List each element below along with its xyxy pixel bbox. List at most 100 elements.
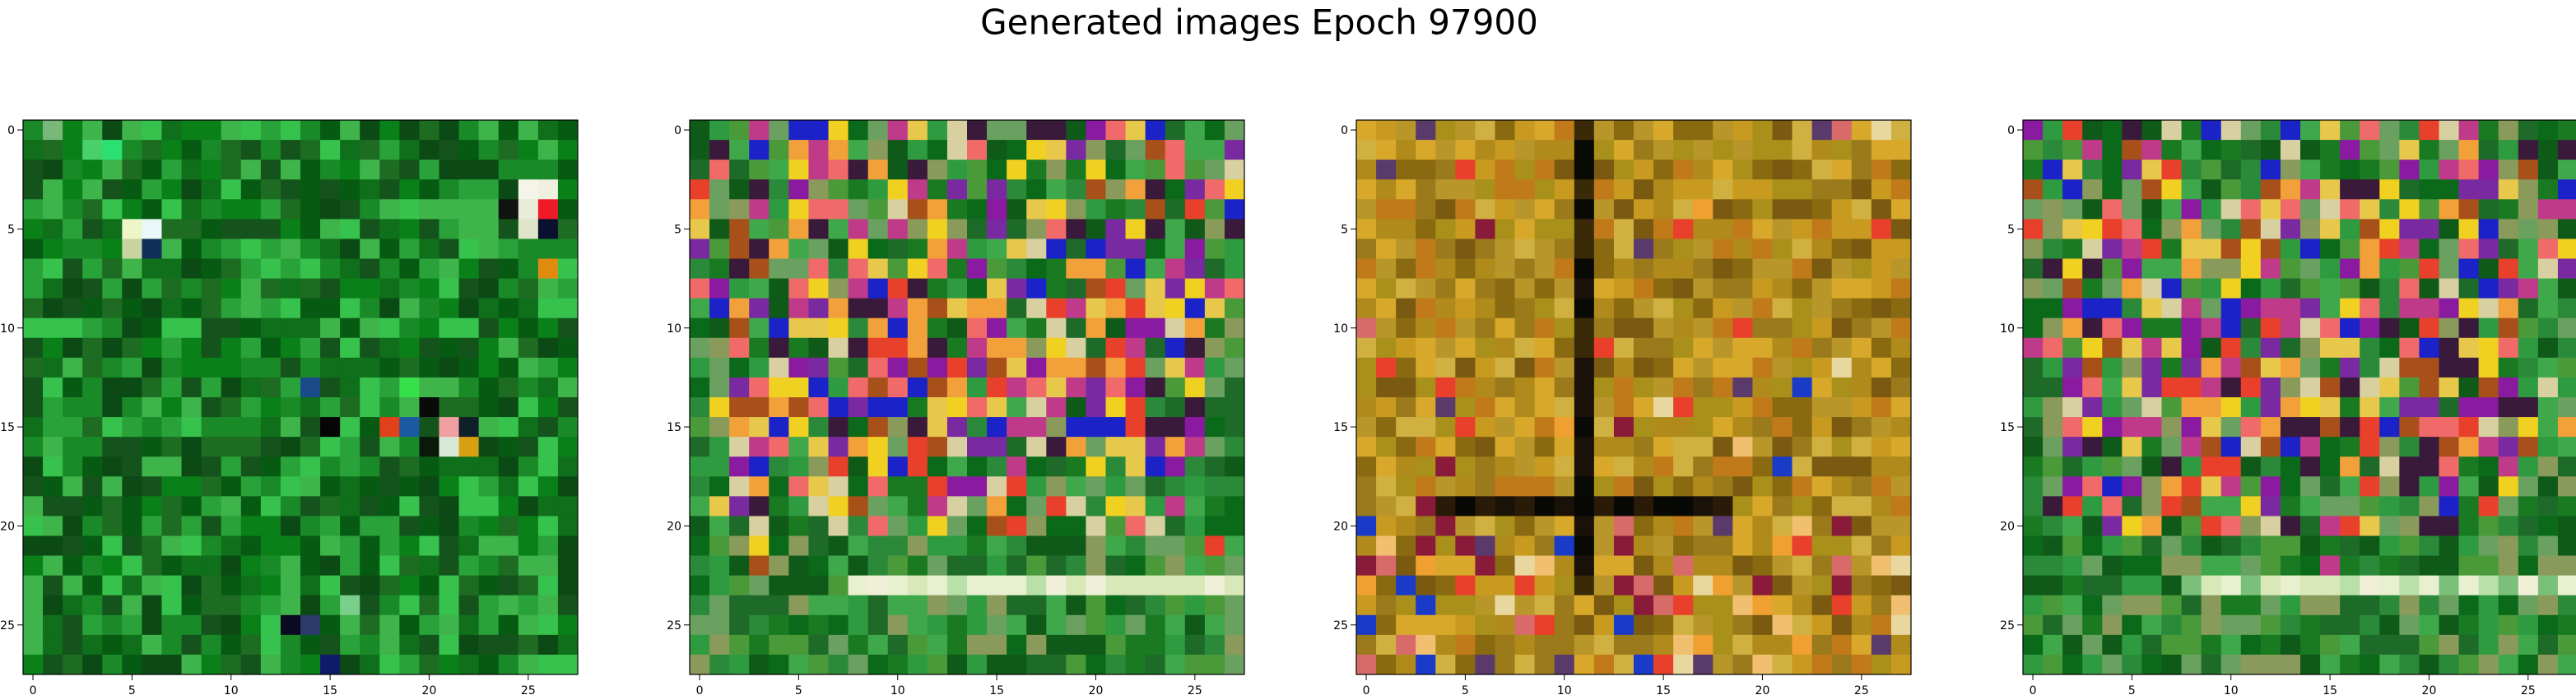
pixel-cell — [280, 595, 301, 616]
pixel-cell — [749, 496, 770, 517]
pixel-cell — [2181, 437, 2202, 457]
pixel-cell — [1534, 437, 1555, 457]
pixel-cell — [1435, 535, 1456, 556]
pixel-cell — [2300, 317, 2321, 339]
x-tick-label: 5 — [1462, 684, 1469, 695]
pixel-cell — [2062, 140, 2083, 160]
pixel-cell — [161, 179, 182, 200]
pixel-cell — [201, 140, 222, 160]
pixel-cell — [1165, 199, 1186, 220]
pixel-cell — [2300, 634, 2321, 656]
pixel-cell — [2340, 179, 2360, 200]
pixel-cell — [2122, 199, 2142, 220]
pixel-cell — [240, 437, 262, 457]
pixel-cell — [1851, 179, 1872, 200]
pixel-cell — [749, 555, 770, 577]
pixel-cell — [2300, 179, 2321, 200]
pixel-cell — [749, 258, 770, 279]
pixel-cell — [1455, 535, 1476, 556]
pixel-cell — [769, 595, 789, 616]
pixel-cell — [63, 317, 83, 339]
pixel-cell — [1435, 278, 1456, 299]
pixel-cell — [399, 239, 420, 259]
pixel-cell — [537, 357, 559, 378]
pixel-cell — [2439, 516, 2459, 536]
pixel-cell — [907, 120, 928, 141]
pixel-cell — [907, 614, 928, 636]
pixel-cell — [181, 456, 202, 477]
pixel-cell — [1455, 140, 1476, 160]
pixel-cell — [1204, 298, 1225, 319]
pixel-cell — [63, 575, 83, 596]
pixel-cell — [419, 199, 439, 220]
pixel-cell — [2082, 496, 2103, 517]
pixel-cell — [1593, 219, 1615, 239]
pixel-cell — [1184, 357, 1206, 378]
pixel-cell — [1184, 476, 1206, 497]
pixel-cell — [2360, 140, 2380, 160]
pixel-cell — [690, 397, 710, 418]
pixel-cell — [2458, 140, 2480, 160]
pixel-cell — [1653, 417, 1674, 438]
pixel-cell — [221, 337, 242, 359]
pixel-cell — [2062, 496, 2083, 517]
pixel-cell — [2082, 317, 2103, 339]
pixel-cell — [340, 535, 360, 556]
pixel-cell — [1435, 298, 1456, 319]
pixel-cell — [946, 239, 968, 259]
pixel-cell — [1574, 437, 1595, 457]
pixel-cell — [2181, 258, 2202, 279]
pixel-cell — [2537, 278, 2559, 299]
pixel-cell — [1086, 516, 1106, 536]
pixel-cell — [399, 555, 420, 577]
pixel-cell — [557, 437, 579, 457]
pixel-cell — [399, 595, 420, 616]
pixel-cell — [320, 357, 341, 378]
pixel-cell — [2340, 239, 2360, 259]
pixel-cell — [1772, 535, 1793, 556]
pixel-cell — [161, 456, 182, 477]
pixel-cell — [1475, 654, 1495, 675]
pixel-cell — [1376, 298, 1397, 319]
pixel-cell — [2181, 634, 2202, 656]
pixel-cell — [1026, 595, 1047, 616]
pixel-cell — [478, 377, 500, 398]
pixel-cell — [1514, 179, 1536, 200]
pixel-cell — [749, 516, 770, 536]
pixel-cell — [2360, 179, 2380, 200]
pixel-cell — [2478, 595, 2499, 616]
x-tick-label: 0 — [696, 684, 704, 695]
pixel-cell — [1673, 614, 1694, 636]
pixel-cell — [320, 614, 341, 636]
pixel-cell — [1396, 199, 1416, 220]
pixel-cell — [2280, 456, 2301, 477]
pixel-cell — [1713, 614, 1733, 636]
pixel-cell — [2399, 278, 2420, 299]
pixel-cell — [1204, 397, 1225, 418]
pixel-cell — [1376, 555, 1397, 577]
pixel-cell — [320, 397, 341, 418]
pixel-cell — [749, 595, 770, 616]
pixel-cell — [1165, 357, 1186, 378]
pixel-cell — [2102, 654, 2123, 675]
pixel-cell — [2260, 298, 2281, 319]
pixel-cell — [221, 298, 242, 319]
axes-frame — [22, 119, 579, 675]
pixel-cell — [1066, 357, 1086, 378]
pixel-cell — [1416, 179, 1436, 200]
pixel-cell — [340, 595, 360, 616]
pixel-cell — [2360, 595, 2380, 616]
pixel-cell — [907, 179, 928, 200]
pixel-cell — [2300, 199, 2321, 220]
pixel-cell — [2181, 140, 2202, 160]
pixel-cell — [240, 555, 262, 577]
pixel-cell — [1653, 317, 1674, 339]
pixel-cell — [63, 140, 83, 160]
pixel-cell — [1224, 614, 1245, 636]
pixel-cell — [142, 555, 162, 577]
pixel-cell — [927, 357, 948, 378]
pixel-cell — [419, 120, 439, 141]
pixel-cell — [1593, 456, 1615, 477]
pixel-cell — [1554, 496, 1575, 517]
axes-frame — [2022, 119, 2576, 675]
